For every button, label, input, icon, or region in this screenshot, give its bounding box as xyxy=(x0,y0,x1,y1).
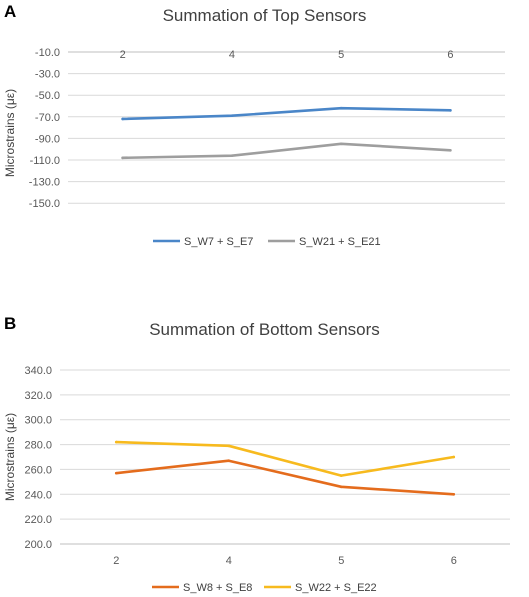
data-point xyxy=(114,471,118,475)
x-tick-label: 2 xyxy=(120,49,126,61)
data-point xyxy=(452,455,456,459)
x-tick-label: 5 xyxy=(338,49,344,61)
y-tick-label: -90.0 xyxy=(35,133,60,145)
y-tick-label: -50.0 xyxy=(35,90,60,102)
y-tick-label: 260.0 xyxy=(24,464,52,476)
series-line xyxy=(121,106,452,121)
y-tick-label: -150.0 xyxy=(29,198,60,210)
chart-panel-b: B Summation of Bottom Sensors 340.0 320.0… xyxy=(0,312,529,597)
y-axis-title: Microstrains (με) xyxy=(3,89,17,177)
chart-title: Summation of Bottom Sensors xyxy=(149,320,380,339)
y-tick-label: 320.0 xyxy=(24,390,52,402)
y-tick-label: 220.0 xyxy=(24,514,52,526)
x-tick-label: 5 xyxy=(338,555,344,567)
series-line xyxy=(114,459,456,496)
legend-label: S_W8 + S_E8 xyxy=(183,582,252,594)
data-point xyxy=(449,109,452,112)
data-point xyxy=(452,492,456,496)
y-tick-label: -10.0 xyxy=(35,47,60,59)
y-tick-label: -30.0 xyxy=(35,69,60,81)
chart-top-sensors: -10.0 -30.0 -50.0 -70.0 -90.0 -110.0 -130.0 -15… xyxy=(3,47,505,248)
y-tick-label: 300.0 xyxy=(24,415,52,427)
series-line xyxy=(121,142,452,160)
data-point xyxy=(449,148,452,152)
data-point xyxy=(339,142,343,146)
data-point xyxy=(227,459,231,463)
y-axis-title: Microstrains (με) xyxy=(3,413,17,501)
series-line xyxy=(114,440,456,477)
legend-label: S_W21 + S_E21 xyxy=(299,236,381,248)
data-point xyxy=(339,485,343,489)
data-point xyxy=(339,474,343,477)
x-tick-label: 4 xyxy=(229,49,235,61)
data-point xyxy=(121,117,124,121)
y-tick-label: 280.0 xyxy=(24,440,52,452)
y-tick-label: -110.0 xyxy=(30,155,60,167)
data-point xyxy=(230,114,234,118)
panel-letter: A xyxy=(4,2,17,21)
panel-letter: B xyxy=(4,314,17,333)
data-point xyxy=(121,156,124,160)
y-tick-label: 200.0 xyxy=(24,539,52,551)
data-point xyxy=(227,444,231,448)
legend-label: S_W7 + S_E7 xyxy=(184,236,253,248)
y-tick-label: 340.0 xyxy=(24,365,52,377)
x-tick-label: 4 xyxy=(226,555,232,567)
data-point xyxy=(339,106,343,110)
x-tick-label: 2 xyxy=(113,555,119,567)
chart-title: Summation of Top Sensors xyxy=(162,6,367,25)
data-point xyxy=(114,440,118,444)
x-tick-label: 6 xyxy=(447,49,453,61)
x-tick-label: 6 xyxy=(451,555,457,567)
y-tick-label: -130.0 xyxy=(29,177,60,189)
y-tick-label: 240.0 xyxy=(24,489,52,501)
data-point xyxy=(230,154,234,157)
y-tick-label: -70.0 xyxy=(35,112,60,124)
legend-label: S_W22 + S_E22 xyxy=(295,582,377,594)
chart-panel-a: A Summation of Top Sensors -10.0 -30.0 -50… xyxy=(3,2,505,248)
chart-bottom-sensors: 340.0 320.0 300.0 280.0 260.0 240.0 220.0 200.0… xyxy=(3,365,510,594)
